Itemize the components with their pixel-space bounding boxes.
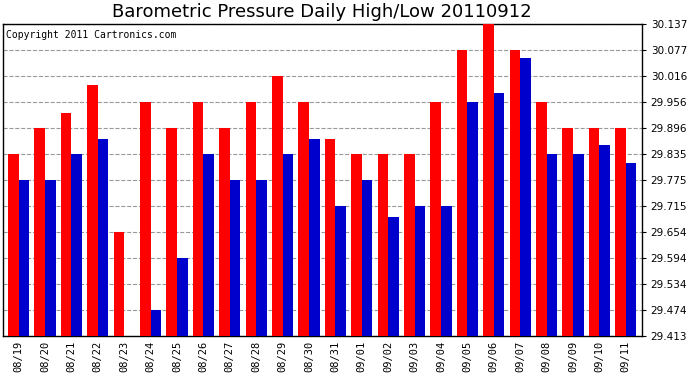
Bar (87, 84, 98, 336)
Bar (283, 154, 293, 336)
Bar (404, 154, 415, 336)
Bar (431, 102, 441, 336)
Bar (204, 154, 214, 336)
Bar (150, 310, 161, 336)
Bar (589, 128, 600, 336)
Bar (114, 232, 124, 336)
Bar (193, 102, 204, 336)
Bar (325, 139, 335, 336)
Bar (520, 58, 531, 336)
Bar (246, 102, 256, 336)
Bar (230, 180, 240, 336)
Bar (441, 206, 451, 336)
Bar (573, 154, 584, 336)
Bar (467, 102, 478, 336)
Bar (377, 154, 388, 336)
Bar (335, 206, 346, 336)
Bar (351, 154, 362, 336)
Title: Barometric Pressure Daily High/Low 20110912: Barometric Pressure Daily High/Low 20110… (112, 3, 532, 21)
Bar (272, 76, 283, 336)
Bar (483, 24, 494, 336)
Bar (494, 93, 504, 336)
Bar (19, 180, 29, 336)
Bar (45, 180, 56, 336)
Bar (510, 50, 520, 336)
Bar (362, 180, 373, 336)
Bar (309, 139, 319, 336)
Bar (600, 146, 610, 336)
Bar (8, 154, 19, 336)
Bar (34, 128, 45, 336)
Bar (388, 217, 399, 336)
Bar (615, 128, 626, 336)
Bar (536, 102, 546, 336)
Bar (177, 258, 188, 336)
Bar (415, 206, 425, 336)
Bar (72, 154, 82, 336)
Bar (299, 102, 309, 336)
Text: Copyright 2011 Cartronics.com: Copyright 2011 Cartronics.com (6, 30, 177, 40)
Bar (562, 128, 573, 336)
Bar (626, 163, 636, 336)
Bar (166, 128, 177, 336)
Bar (256, 180, 267, 336)
Bar (219, 128, 230, 336)
Bar (457, 50, 467, 336)
Bar (546, 154, 558, 336)
Bar (61, 113, 72, 336)
Bar (98, 139, 108, 336)
Bar (140, 102, 150, 336)
